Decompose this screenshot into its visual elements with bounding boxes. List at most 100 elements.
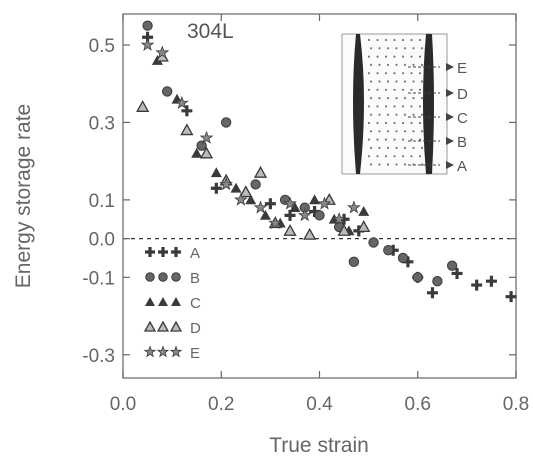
x-tick-label: 0.6 <box>405 394 431 415</box>
inset-grid-dot <box>418 88 422 91</box>
inset-grid-dot <box>376 38 379 42</box>
point-B <box>383 245 394 256</box>
y-tick-label: 0.1 <box>89 191 115 212</box>
inset-grid-dot <box>403 63 407 66</box>
point-B <box>162 86 173 97</box>
legend-marker <box>156 320 170 332</box>
legend-item-B: B <box>145 270 200 287</box>
inset-grid-dot <box>386 130 390 133</box>
point-D <box>357 220 371 233</box>
y-tick-label: -0.3 <box>82 346 115 367</box>
inset-grid-dot <box>410 72 413 75</box>
inset-grid-dot <box>395 146 398 149</box>
legend-marker <box>158 272 168 282</box>
inset-grid-dot <box>418 72 422 75</box>
point-E <box>317 196 332 210</box>
point-B <box>250 179 261 190</box>
point-E <box>283 196 297 210</box>
inset-grid-dot <box>412 146 415 149</box>
inset-grid-dot <box>369 97 373 100</box>
inset-grid-dot <box>420 113 424 116</box>
inset-grid-dot <box>386 63 390 66</box>
inset-grid-dot <box>393 88 396 91</box>
point-E <box>346 200 361 214</box>
x-tick-label: 0.0 <box>110 394 136 415</box>
inset-grid-dot <box>395 63 398 66</box>
x-tick-label: 0.2 <box>208 394 234 415</box>
point-E <box>268 215 283 229</box>
inset-grid-dot <box>384 38 388 42</box>
y-tick-label: 0.0 <box>89 230 115 251</box>
point-D <box>303 227 317 240</box>
legend-marker <box>171 297 181 306</box>
inset-grid-dot <box>420 146 424 149</box>
inset-grid-dot <box>418 121 422 125</box>
inset-grid-dot <box>369 47 373 50</box>
point-A <box>181 105 193 117</box>
inset-grid <box>367 38 424 166</box>
point-B <box>397 252 409 264</box>
inset-grid-dot <box>378 130 381 133</box>
inset-grid-dot <box>369 163 373 166</box>
point-E <box>233 192 248 206</box>
inset-arrow-icon <box>446 63 454 71</box>
legend-marker <box>171 247 181 257</box>
inset-grid-dot <box>410 121 413 125</box>
inset-grid-dot <box>384 155 388 158</box>
inset-grid-dot <box>410 55 413 58</box>
inset-arrow-icon <box>446 89 454 97</box>
inset-grid-dot <box>420 97 424 100</box>
point-D <box>337 224 351 236</box>
y-tick-label: -0.1 <box>82 268 115 289</box>
inset-grid-dot <box>384 121 388 125</box>
inset-grid-dot <box>376 155 379 158</box>
point-E <box>219 177 234 191</box>
inset-grid-dot <box>401 72 405 75</box>
inset-specimen-right <box>423 34 434 174</box>
inset-grid-dot <box>367 155 371 158</box>
legend-marker <box>143 345 157 358</box>
data-points <box>136 20 517 303</box>
point-E <box>332 212 347 226</box>
inset-grid-dot <box>418 138 422 141</box>
inset-grid-dot <box>384 72 388 75</box>
inset-grid-dot <box>378 47 381 50</box>
x-tick-label: 0.4 <box>306 394 333 415</box>
point-C <box>358 205 370 216</box>
inset-grid-dot <box>378 97 381 100</box>
point-D <box>199 146 214 159</box>
inset-grid-dot <box>410 155 413 158</box>
inset-grid-dot <box>412 80 415 83</box>
inset-grid-dot <box>393 121 396 125</box>
point-E <box>297 208 312 222</box>
inset-grid-dot <box>395 80 398 83</box>
point-B <box>368 237 379 248</box>
inset-grid-dot <box>393 55 396 58</box>
inset-grid-dot <box>386 80 390 83</box>
inset-grid-dot <box>401 88 405 91</box>
legend-label: B <box>190 270 200 287</box>
inset-grid-dot <box>367 55 371 58</box>
inset-grid-dot <box>393 138 396 141</box>
inset-grid-dot <box>412 130 415 133</box>
inset-grid-dot <box>420 63 424 66</box>
x-axis-title: True strain <box>269 434 369 457</box>
point-D <box>136 100 150 112</box>
point-B <box>142 20 153 31</box>
point-D <box>253 165 268 178</box>
inset-grid-dot <box>378 63 381 66</box>
inset-grid-dot <box>384 105 388 108</box>
legend-marker <box>171 272 181 282</box>
point-A <box>210 182 222 194</box>
material-annotation: 304L <box>187 20 234 43</box>
point-D <box>283 224 297 236</box>
inset-grid-dot <box>386 97 390 100</box>
point-D <box>180 123 194 136</box>
inset-grid-dot <box>403 146 407 149</box>
inset-grid-dot <box>367 105 371 108</box>
inset-label: A <box>457 158 467 175</box>
inset-grid-dot <box>412 63 415 66</box>
point-C <box>210 167 222 178</box>
inset-specimen-left <box>353 34 364 174</box>
legend-marker <box>145 272 155 282</box>
